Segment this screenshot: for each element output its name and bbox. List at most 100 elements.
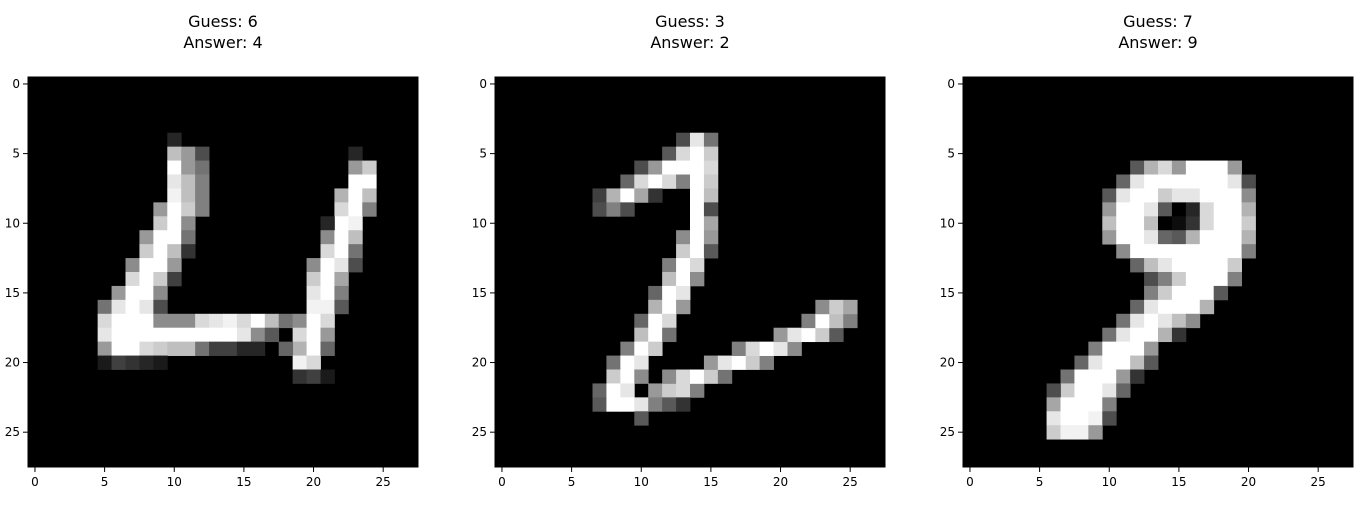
y-tick-label: 10	[940, 216, 955, 230]
image-pixel	[153, 355, 168, 370]
image-pixel	[1241, 174, 1256, 189]
image-pixel	[662, 299, 677, 315]
image-pixel	[676, 230, 691, 245]
y-tick-label: 25	[940, 425, 955, 439]
image-pixel	[648, 160, 663, 175]
image-pixel	[1227, 272, 1242, 287]
image-pixel	[320, 244, 335, 259]
image-pixel	[348, 146, 363, 161]
image-pixel	[1102, 341, 1117, 356]
image-pixel	[703, 202, 719, 217]
image-pixel	[829, 299, 844, 315]
image-pixel	[1171, 327, 1187, 343]
guess-label: Guess: 6	[188, 12, 258, 31]
image-pixel	[320, 299, 335, 315]
y-tick-label: 25	[472, 425, 487, 439]
x-tick-label: 20	[306, 475, 321, 489]
image-pixel	[717, 369, 733, 384]
image-pixel	[1171, 299, 1187, 315]
image-pixel	[1144, 313, 1159, 329]
image-pixel	[648, 341, 663, 356]
image-pixel	[703, 216, 719, 231]
image-pixel	[1185, 244, 1201, 259]
image-pixel	[690, 216, 705, 231]
image-pixel	[1116, 355, 1131, 370]
image-pixel	[348, 230, 363, 245]
image-pixel	[1199, 188, 1215, 203]
image-pixel	[181, 230, 196, 245]
image-pixel	[1213, 188, 1229, 203]
image-pixel	[1116, 313, 1131, 329]
image-pixel	[606, 397, 621, 412]
image-pixel	[362, 202, 377, 217]
image-pixel	[348, 202, 363, 217]
image-pixel	[139, 285, 154, 301]
image-pixel	[829, 327, 844, 343]
image-pixel	[125, 355, 140, 370]
image-pixel	[320, 285, 335, 301]
image-pixel	[97, 327, 112, 343]
image-pixel	[167, 132, 182, 148]
image-pixel	[1130, 327, 1145, 343]
image-pixel	[1158, 272, 1173, 287]
image-pixel	[1199, 216, 1215, 231]
image-pixel	[236, 327, 252, 343]
image-pixel	[1130, 299, 1145, 315]
image-pixel	[1130, 216, 1145, 231]
image-pixel	[1060, 383, 1075, 398]
image-pixel	[703, 160, 719, 175]
image-pixel	[278, 313, 294, 329]
image-pixel	[111, 355, 126, 370]
image-pixel	[125, 272, 140, 287]
image-pixel	[1227, 174, 1242, 189]
image-pixel	[676, 146, 691, 161]
image-pixel	[125, 341, 140, 356]
image-pixel	[1046, 397, 1061, 412]
image-pixel	[1213, 202, 1229, 217]
image-pixel	[292, 355, 307, 370]
image-pixel	[306, 369, 321, 384]
image-pixel	[620, 188, 635, 203]
image-pixel	[676, 258, 691, 273]
image-pixel	[1102, 397, 1117, 412]
image-pixel	[1130, 202, 1145, 217]
image-pixel	[1185, 299, 1201, 315]
x-tick-label: 15	[236, 475, 251, 489]
image-pixel	[634, 327, 649, 343]
image-pixel	[690, 160, 705, 175]
image-pixel	[1227, 244, 1242, 259]
image-pixel	[1102, 355, 1117, 370]
image-pixel	[111, 299, 126, 315]
image-pixel	[1199, 285, 1215, 301]
image-pixel	[1158, 230, 1173, 245]
image-pixel	[306, 313, 321, 329]
image-pixel	[1213, 258, 1229, 273]
image-pixel	[1144, 272, 1159, 287]
image-pixel	[676, 299, 691, 315]
image-pixel	[306, 355, 321, 370]
image-pixel	[1130, 313, 1145, 329]
image-pixel	[153, 216, 168, 231]
y-tick-label: 15	[472, 286, 487, 300]
image-pixel	[662, 146, 677, 161]
image-pixel	[125, 285, 140, 301]
image-pixel	[167, 160, 182, 175]
x-tick-label: 20	[1241, 475, 1256, 489]
image-pixel	[97, 299, 112, 315]
x-tick-label: 15	[1171, 475, 1186, 489]
image-pixel	[195, 313, 210, 329]
image-pixel	[195, 160, 210, 175]
image-pixel	[97, 313, 112, 329]
y-tick-label: 0	[947, 77, 955, 91]
image-pixel	[292, 327, 307, 343]
image-pixel	[676, 174, 691, 189]
image-pixel	[1102, 188, 1117, 203]
image-pixel	[1144, 299, 1159, 315]
image-pixel	[195, 202, 210, 217]
y-tick-label: 10	[472, 216, 487, 230]
image-pixel	[606, 202, 621, 217]
image-pixel	[662, 327, 677, 343]
image-pixel	[634, 160, 649, 175]
guess-label: Guess: 7	[1123, 12, 1193, 31]
x-tick-label: 5	[1036, 475, 1044, 489]
